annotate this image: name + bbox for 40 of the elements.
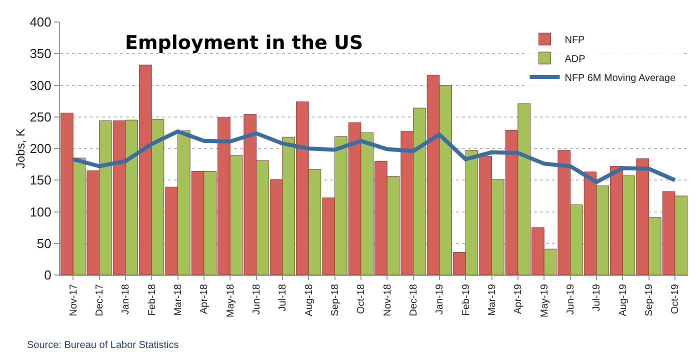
legend-label: ADP [564, 54, 586, 65]
y-tick-label: 300 [30, 78, 52, 93]
x-tick-label: Mar-19 [487, 284, 498, 316]
x-tick-label: May-18 [225, 284, 236, 318]
legend-label: NFP 6M Moving Average [564, 72, 676, 84]
x-tick-label: Jul-18 [278, 284, 289, 312]
y-tick-label: 350 [30, 46, 52, 62]
legend-label: NFP [564, 34, 586, 46]
text: Employment in the US [125, 32, 364, 54]
x-tick-label: Mar-18 [173, 284, 184, 316]
y-tick-label: 50 [36, 236, 52, 251]
y-axis-title: Jobs, K [14, 128, 28, 169]
x-tick-label: Jan-19 [434, 284, 446, 315]
x-tick-label: Apr-18 [199, 284, 210, 314]
x-tick-label: Jun-18 [252, 284, 262, 315]
y-tick-label: 0 [44, 268, 52, 283]
x-tick-label: Dec-17 [94, 284, 106, 316]
x-tick-label: Apr-19 [513, 284, 524, 314]
x-tick-label: Oct-19 [670, 284, 682, 314]
x-tick-label: Sep-18 [330, 284, 341, 316]
x-tick-label: Nov-17 [68, 284, 80, 316]
x-tick-label: Aug-18 [304, 284, 315, 316]
y-tick-label: 100 [30, 204, 52, 220]
y-tick-label: 150 [30, 172, 52, 188]
x-tick-label: Dec-18 [408, 284, 420, 316]
x-tick-label: Sep-19 [644, 284, 655, 316]
x-tick-label: Jul-19 [592, 284, 603, 312]
x-tick-label: Jun-19 [566, 284, 576, 315]
y-tick-label: 250 [30, 109, 52, 124]
source-note: Source: Bureau of Labor Statistics [27, 340, 179, 351]
x-tick-label: Aug-19 [618, 284, 629, 316]
x-tick-label: Feb-19 [460, 284, 472, 316]
x-tick-label: May-19 [539, 284, 550, 318]
y-tick-label: 400 [30, 14, 52, 30]
y-tick-label: 200 [30, 141, 52, 156]
x-tick-label: Feb-18 [146, 284, 158, 316]
x-tick-label: Jan-18 [120, 284, 132, 315]
x-tick-label: Nov-18 [382, 284, 394, 316]
line-series [71, 129, 677, 184]
x-tick-label: Oct-18 [356, 284, 368, 314]
